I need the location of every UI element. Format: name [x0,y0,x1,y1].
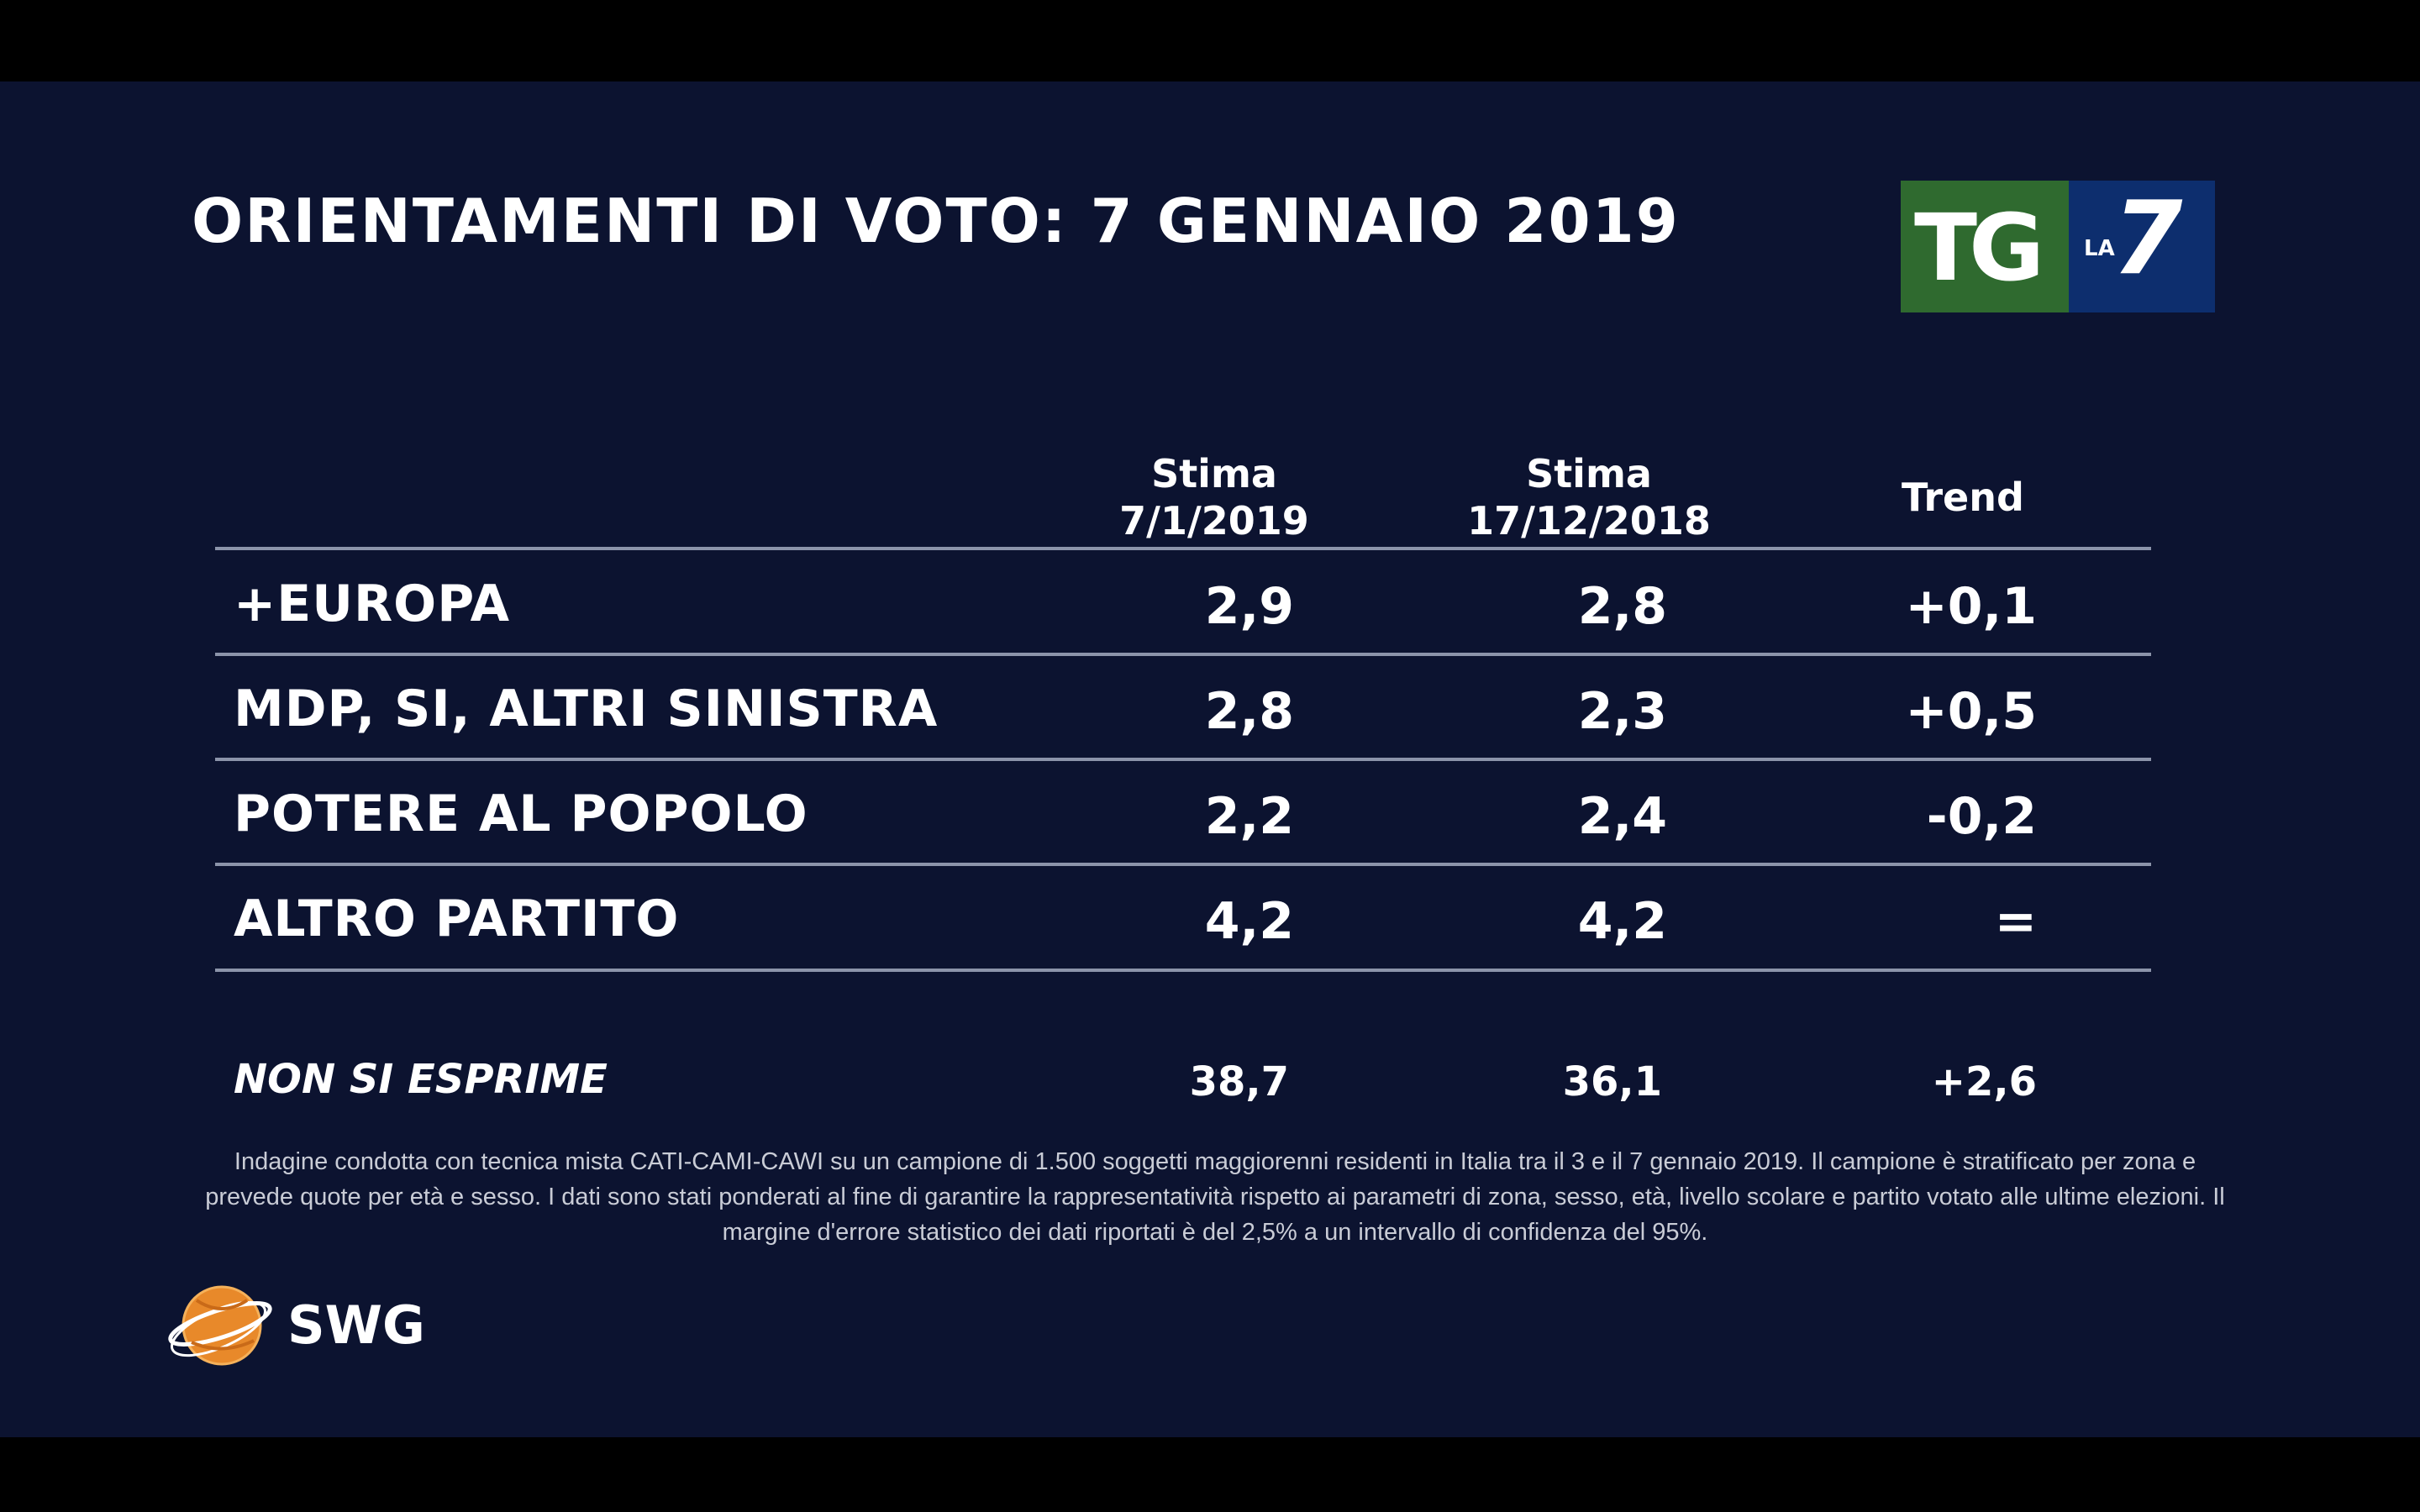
non-si-esprime-current: 38,7 [1189,1058,1289,1105]
column-header-line: 17/12/2018 [1467,498,1711,543]
stima-previous-value: 2,4 [1577,787,1667,846]
table-divider [215,863,2151,866]
tg-logo-text: TG [1914,194,2044,302]
column-header-trend: Trend [1902,475,2024,520]
table-divider [215,969,2151,972]
la7-logo-la: LA [2084,236,2115,261]
la7-logo: LA 7 [2069,181,2215,312]
stima-current-value: 4,2 [1204,892,1294,951]
la7-logo-seven: 7 [2112,181,2183,297]
swg-brand-text: SWG [287,1294,425,1356]
tg-logo: TG [1901,181,2069,312]
column-header-line: 7/1/2019 [1119,498,1309,543]
column-header-line: Stima [1526,451,1652,496]
stima-previous-value: 2,3 [1577,682,1667,741]
non-si-esprime-previous: 36,1 [1562,1058,1662,1105]
trend-value: -0,2 [1926,787,2037,846]
non-si-esprime-label: NON SI ESPRIME [234,1056,608,1103]
column-header-stima-previous: Stima 17/12/2018 [1434,450,1744,544]
trend-value: = [1994,892,2037,951]
table-divider [215,653,2151,656]
swg-globe-icon [168,1285,272,1366]
trend-value: +0,1 [1905,577,2037,636]
stima-current-value: 2,9 [1204,577,1294,636]
column-header-stima-current: Stima 7/1/2019 [1084,450,1344,544]
trend-value: +0,5 [1905,682,2037,741]
table-divider [215,547,2151,550]
table-divider [215,758,2151,761]
column-header-line: Stima [1151,451,1277,496]
stima-current-value: 2,2 [1204,787,1294,846]
party-name: POTERE AL POPOLO [234,785,808,843]
party-name: +EUROPA [234,575,511,633]
stima-previous-value: 2,8 [1577,577,1667,636]
non-si-esprime-trend: +2,6 [1931,1058,2037,1105]
party-name: ALTRO PARTITO [234,890,680,948]
stima-current-value: 2,8 [1204,682,1294,741]
party-name: MDP, SI, ALTRI SINISTRA [234,680,939,738]
stima-previous-value: 4,2 [1577,892,1667,951]
methodology-footnote: Indagine condotta con tecnica mista CATI… [205,1148,2225,1246]
page-title: ORIENTAMENTI DI VOTO: 7 GENNAIO 2019 [192,186,1680,256]
